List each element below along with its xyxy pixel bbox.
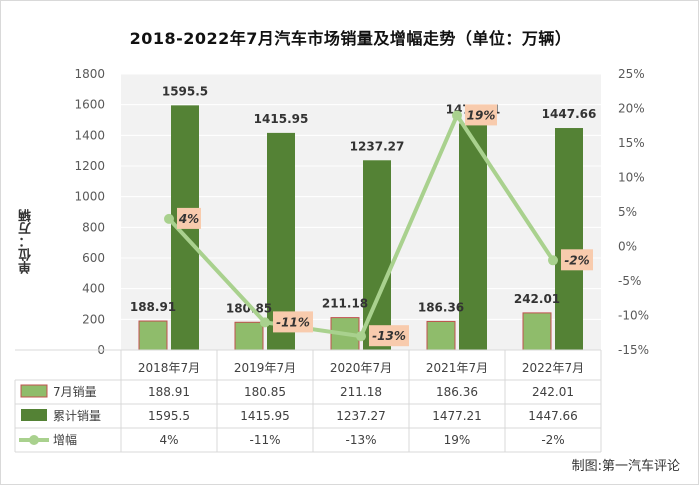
data-label-monthly: 211.18 <box>322 297 368 311</box>
growth-label-box <box>561 249 593 271</box>
table-cell: 211.18 <box>340 385 382 399</box>
table-cell: 188.91 <box>148 385 190 399</box>
x-tick-label: 2018年7月 <box>138 361 200 375</box>
growth-point <box>356 331 366 342</box>
x-tick-label: 2021年7月 <box>426 361 488 375</box>
growth-label-box <box>465 104 497 126</box>
data-label-monthly: 188.91 <box>130 300 176 314</box>
legend-key-growth-marker <box>29 435 39 445</box>
data-label-monthly: 186.36 <box>418 300 464 314</box>
y2-tick-label: 0% <box>618 240 637 254</box>
table-cell: 186.36 <box>436 385 478 399</box>
growth-data-label: -13% <box>372 329 406 343</box>
growth-label-box <box>177 207 201 229</box>
bar-monthly <box>426 320 456 351</box>
legend-label-growth: 增幅 <box>53 432 77 447</box>
y-tick-label: 400 <box>82 282 105 296</box>
growth-point <box>452 110 462 121</box>
table-cell: 242.01 <box>532 385 574 399</box>
y2-tick-label: -5% <box>618 274 641 288</box>
data-label-cumulative: 1595.5 <box>162 84 208 98</box>
y-tick-label: 1800 <box>74 67 105 81</box>
y2-tick-label: -15% <box>618 343 649 357</box>
y2-tick-label: 25% <box>618 67 645 81</box>
y2-tick-label: -10% <box>618 309 649 323</box>
bar-monthly <box>234 321 264 351</box>
y2-tick-label: 20% <box>618 102 645 116</box>
growth-label-box <box>273 311 313 333</box>
bar-cumulative <box>555 128 583 350</box>
x-tick-label: 2019年7月 <box>234 361 296 375</box>
y-tick-label: 200 <box>82 312 105 326</box>
table-cell: 1237.27 <box>336 409 386 423</box>
y-tick-label: 1200 <box>74 159 105 173</box>
bar-cumulative <box>459 123 487 350</box>
growth-point <box>260 317 270 328</box>
growth-point <box>548 255 558 266</box>
legend-label-monthly: 7月销量 <box>53 385 97 399</box>
table-cell: 1595.5 <box>148 409 190 423</box>
bar-monthly <box>138 320 168 351</box>
table-cell: 19% <box>444 433 471 447</box>
y2-tick-label: 10% <box>618 171 645 185</box>
legend-label-cumulative: 累计销量 <box>53 409 101 423</box>
table-cell: -2% <box>541 433 564 447</box>
table-cell: -11% <box>249 433 280 447</box>
table-cell: 4% <box>159 433 178 447</box>
chart-title: 2018-2022年7月汽车市场销量及增幅走势（单位：万辆） <box>129 29 572 48</box>
growth-data-label: 4% <box>178 212 199 226</box>
y-tick-label: 600 <box>82 251 105 265</box>
growth-data-label: -11% <box>276 315 310 329</box>
y2-tick-label: 5% <box>618 205 637 219</box>
data-label-monthly: 242.01 <box>514 292 560 306</box>
y-tick-label: 1400 <box>74 128 105 142</box>
data-label-cumulative: 1447.66 <box>542 107 597 121</box>
table-cell: 1447.66 <box>528 409 578 423</box>
data-label-monthly: 180.85 <box>226 301 272 315</box>
x-tick-label: 2020年7月 <box>330 361 392 375</box>
growth-data-label: -2% <box>564 253 589 267</box>
y2-tick-label: 15% <box>618 136 645 150</box>
data-label-cumulative: 1237.27 <box>350 139 405 153</box>
chart-credit: 制图:第一汽车评论 <box>571 459 680 474</box>
table-cell: 1477.21 <box>432 409 482 423</box>
growth-label-box <box>369 325 409 347</box>
table-cell: -13% <box>345 433 376 447</box>
legend-key-monthly <box>20 384 48 398</box>
y-tick-label: 800 <box>82 220 105 234</box>
y-tick-label: 1600 <box>74 98 105 112</box>
growth-data-label: 19% <box>467 108 496 122</box>
growth-point <box>164 213 174 224</box>
y-tick-label: 1000 <box>74 190 105 204</box>
bar-monthly <box>522 312 552 351</box>
legend-key-cumulative <box>21 409 47 421</box>
table-cell: 180.85 <box>244 385 286 399</box>
table-cell: 1415.95 <box>240 409 290 423</box>
data-label-cumulative: 1415.95 <box>254 112 309 126</box>
x-tick-label: 2022年7月 <box>522 361 584 375</box>
